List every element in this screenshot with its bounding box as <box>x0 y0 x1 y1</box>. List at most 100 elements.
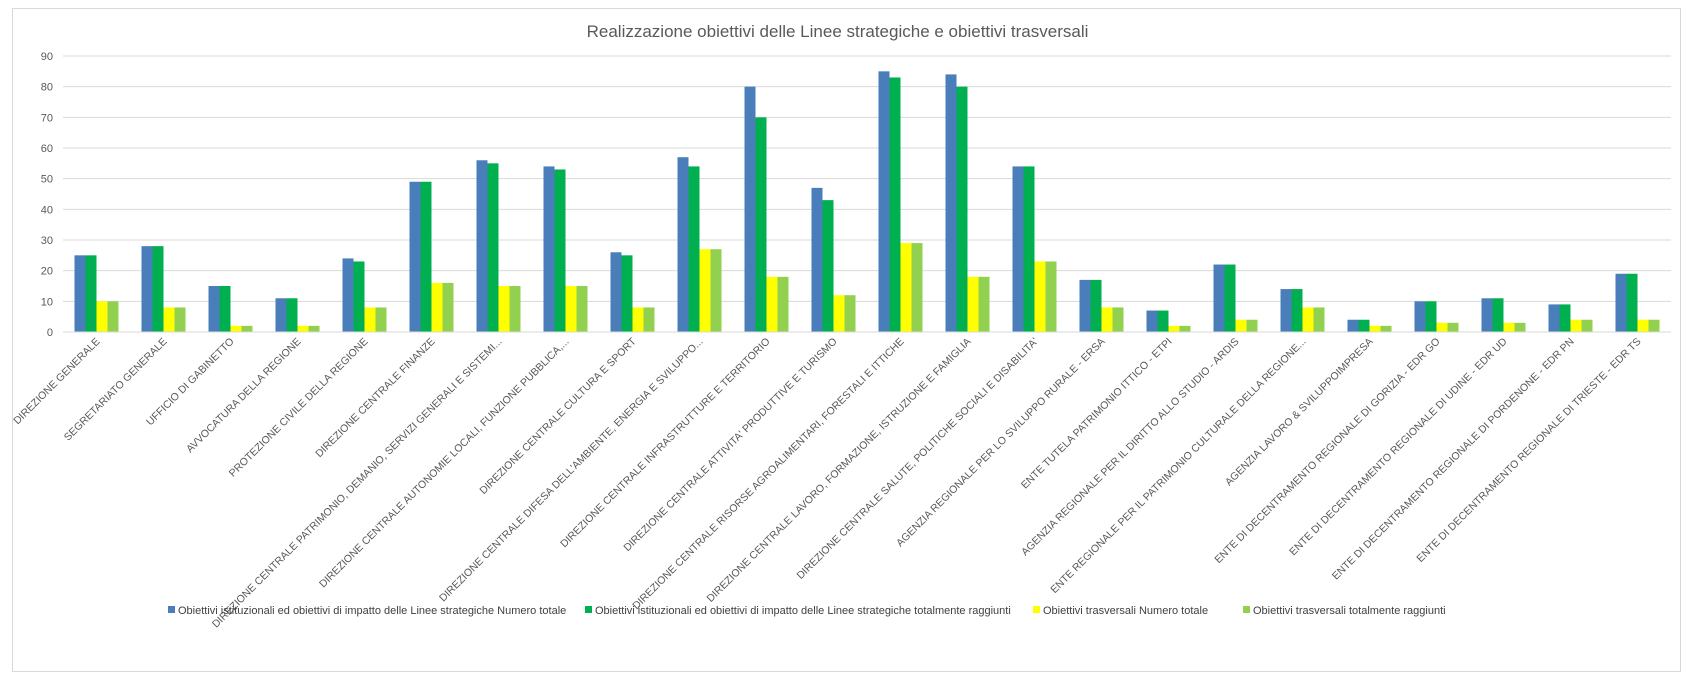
bar <box>1492 298 1504 332</box>
bar <box>353 261 365 332</box>
y-tick-label: 20 <box>41 266 53 278</box>
chart-container: Realizzazione obiettivi delle Linee stra… <box>12 8 1681 672</box>
bar <box>1157 310 1169 332</box>
bar <box>911 243 923 332</box>
x-category-label: ENTE TUTELA PATRIMONIO ITTICO - ETPI <box>1019 336 1175 492</box>
x-category-label: DIREZIONE CENTRALE CULTURA E SPORT <box>477 335 639 497</box>
bar <box>945 74 957 333</box>
bar <box>1012 166 1024 332</box>
bar <box>844 295 856 332</box>
bar <box>967 276 979 332</box>
chart-svg: Realizzazione obiettivi delle Linee stra… <box>13 22 1671 630</box>
bar <box>900 243 912 332</box>
y-tick-label: 30 <box>41 235 53 247</box>
bar <box>1112 307 1124 332</box>
bar <box>811 187 823 332</box>
bar <box>230 325 242 332</box>
legend-swatch <box>585 606 592 613</box>
bar <box>621 255 633 332</box>
bar <box>297 325 309 332</box>
bar-layer <box>74 71 1660 333</box>
bar <box>1291 289 1303 332</box>
bar <box>1436 322 1448 332</box>
bar <box>1447 322 1459 332</box>
bar <box>1224 264 1236 332</box>
y-tick-label: 90 <box>41 51 53 63</box>
bar <box>1313 307 1325 332</box>
legend-label: Obiettivi istituzionali ed obiettivi di … <box>595 605 1011 617</box>
bar <box>710 249 722 332</box>
bar <box>978 276 990 332</box>
bar <box>1414 301 1426 332</box>
x-category-label: ENTE REGIONALE PER IL PATRIMONIO CULTURA… <box>1048 336 1308 596</box>
legend-label: Obiettivi trasversali totalmente raggiun… <box>1253 605 1446 617</box>
bar <box>755 117 767 332</box>
bar <box>1503 322 1515 332</box>
bar <box>487 163 499 332</box>
bar <box>241 325 253 332</box>
bar <box>1425 301 1437 332</box>
bar <box>208 286 220 332</box>
y-tick-label: 80 <box>41 82 53 94</box>
bar <box>509 286 521 332</box>
legend-label: Obiettivi trasversali Numero totale <box>1043 605 1208 617</box>
x-category-label: DIREZIONE CENTRALE AUTONOMIE LOCALI, FUN… <box>317 336 572 591</box>
bar <box>141 246 153 332</box>
bar <box>1302 307 1314 332</box>
bar <box>878 71 890 333</box>
bar <box>1637 319 1649 332</box>
bar <box>409 181 421 332</box>
bar <box>677 157 689 332</box>
bar <box>431 282 443 332</box>
bar <box>1626 273 1638 332</box>
bar <box>1246 319 1258 332</box>
bar <box>643 307 655 332</box>
bar <box>375 307 387 332</box>
bar <box>163 307 175 332</box>
y-tick-label: 0 <box>47 327 53 339</box>
bar <box>1045 261 1057 332</box>
bar <box>1235 319 1247 332</box>
bar <box>565 286 577 332</box>
y-tick-label: 40 <box>41 204 53 216</box>
x-category-label: AGENZIA LAVORO & SVILUPPOIMPRESA <box>1223 336 1376 489</box>
bar <box>74 255 86 332</box>
x-category-label: ENTE DI DECENTRAMENTO REGIONALE DI UDINE… <box>1287 335 1510 558</box>
bar <box>174 307 186 332</box>
bar <box>498 286 510 332</box>
legend-swatch <box>1033 606 1040 613</box>
x-category-label: DIREZIONE CENTRALE FINANZE <box>313 336 437 460</box>
bar <box>744 86 756 333</box>
bar <box>286 298 298 332</box>
bar <box>1570 319 1582 332</box>
bar <box>1548 304 1560 332</box>
x-category-label: AGENZIA REGIONALE PER IL DIRITTO ALLO ST… <box>1019 336 1242 559</box>
bar <box>1481 298 1493 332</box>
x-category-label: ENTE DI DECENTRAMENTO REGIONALE DI GORIZ… <box>1212 336 1442 566</box>
bar <box>956 86 968 333</box>
bar <box>1034 261 1046 332</box>
y-tick-label: 60 <box>41 143 53 155</box>
x-category-label: DIREZIONE CENTRALE DIFESA DELL'AMBIENTE,… <box>437 336 706 605</box>
bar <box>1559 304 1571 332</box>
bar <box>308 325 320 332</box>
bar <box>554 169 566 332</box>
bar <box>1179 325 1191 332</box>
bar <box>688 166 700 332</box>
bar <box>219 286 231 332</box>
x-category-label: ENTE DI DECENTRAMENTO REGIONALE DI PORDE… <box>1330 336 1577 583</box>
bar <box>1101 307 1113 332</box>
x-category-label: ENTE DI DECENTRAMENTO REGIONALE DI TRIES… <box>1414 336 1643 565</box>
bar <box>1347 319 1359 332</box>
bar <box>107 301 119 332</box>
bar <box>1358 319 1370 332</box>
bar <box>543 166 555 332</box>
bar <box>889 77 901 332</box>
grid-layer <box>63 55 1671 333</box>
bar <box>822 200 834 332</box>
bar <box>632 307 644 332</box>
bar <box>699 249 711 332</box>
bar <box>476 160 488 332</box>
legend-label: Obiettivi istituzionali ed obiettivi di … <box>178 605 566 617</box>
bar <box>1369 325 1381 332</box>
